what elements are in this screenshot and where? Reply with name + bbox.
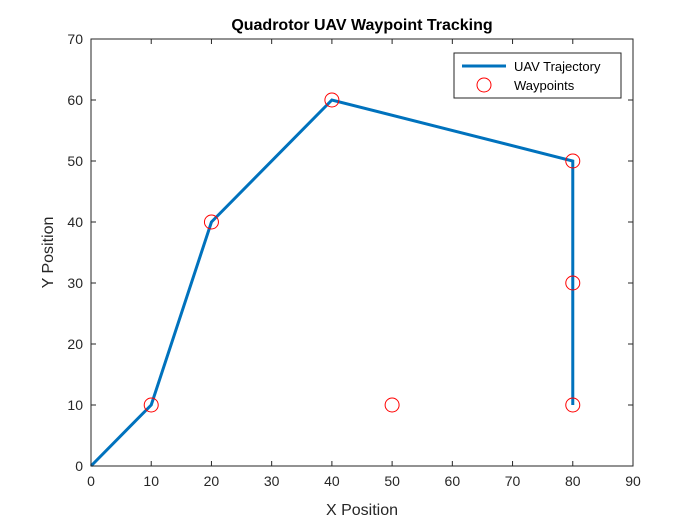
x-tick-label: 80 [565,473,581,489]
waypoint-marker [143,397,159,413]
axes-box [90,38,634,467]
x-tick-label: 0 [87,473,95,489]
waypoint-marker [384,397,400,413]
waypoint-marker [565,153,581,169]
y-tick-label: 70 [67,31,83,47]
y-tick-label: 0 [75,458,83,474]
waypoint-marker [565,397,581,413]
axes-layer: 0 10 20 30 40 50 60 70 80 90 0 10 20 30 40 50 60 70 [67,31,641,489]
x-tick-label: 40 [324,473,340,489]
x-tick-label: 30 [264,473,280,489]
x-tick-label: 60 [445,473,461,489]
x-tick-label: 90 [625,473,641,489]
x-tick-label: 20 [204,473,220,489]
y-tick-label: 30 [67,275,83,291]
x-axis-label: X Position [326,502,398,519]
series-layer [89,92,581,468]
legend-label-waypoints: Waypoints [514,78,575,93]
x-tick-label: 70 [505,473,521,489]
trajectory-line [89,98,575,468]
legend: UAV Trajectory Waypoints [453,52,622,99]
legend-waypoint-swatch [476,77,492,93]
chart-title: Quadrotor UAV Waypoint Tracking [231,17,492,34]
y-axis-label: Y Position [40,217,57,289]
plot-area [91,39,633,466]
x-tick-label: 10 [143,473,159,489]
x-tick-label: 50 [384,473,400,489]
waypoint-marker [565,275,581,291]
legend-box [453,52,622,99]
y-tick-label: 40 [67,214,83,230]
y-tick-label: 10 [67,397,83,413]
legend-label-trajectory: UAV Trajectory [514,59,601,74]
waypoint-marker [203,214,219,230]
y-tick-label: 60 [67,92,83,108]
y-tick-label: 20 [67,336,83,352]
y-tick-label: 50 [67,153,83,169]
waypoint-marker [324,92,340,108]
